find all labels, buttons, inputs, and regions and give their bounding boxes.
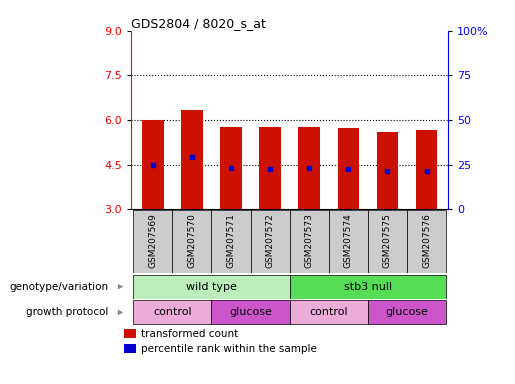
Text: GSM207576: GSM207576 — [422, 213, 431, 268]
Text: glucose: glucose — [229, 307, 272, 318]
Bar — [338, 128, 359, 209]
Text: GSM207572: GSM207572 — [266, 213, 274, 268]
Bar — [299, 127, 320, 209]
Bar — [220, 127, 242, 209]
Bar — [133, 210, 173, 273]
Bar — [368, 300, 446, 324]
Text: glucose: glucose — [386, 307, 428, 318]
Bar — [133, 300, 212, 324]
Bar — [416, 131, 437, 209]
Text: GSM207574: GSM207574 — [344, 213, 353, 268]
Text: percentile rank within the sample: percentile rank within the sample — [141, 344, 317, 354]
Bar — [289, 210, 329, 273]
Text: GDS2804 / 8020_s_at: GDS2804 / 8020_s_at — [131, 17, 266, 30]
Text: stb3 null: stb3 null — [344, 281, 392, 292]
Bar — [407, 210, 446, 273]
Bar — [212, 210, 251, 273]
Text: control: control — [310, 307, 348, 318]
Text: GSM207570: GSM207570 — [187, 213, 196, 268]
Bar — [125, 344, 136, 353]
Text: GSM207573: GSM207573 — [305, 213, 314, 268]
Bar — [212, 300, 289, 324]
Bar — [368, 210, 407, 273]
Bar — [125, 329, 136, 338]
Bar — [260, 127, 281, 209]
Text: GSM207569: GSM207569 — [148, 213, 157, 268]
Text: control: control — [153, 307, 192, 318]
Text: genotype/variation: genotype/variation — [9, 281, 108, 292]
Text: GSM207571: GSM207571 — [227, 213, 235, 268]
Bar — [181, 109, 203, 209]
Bar — [376, 132, 398, 209]
Bar — [142, 120, 164, 209]
Bar — [173, 210, 212, 273]
Text: wild type: wild type — [186, 281, 237, 292]
Text: growth protocol: growth protocol — [26, 307, 108, 318]
Bar — [133, 275, 289, 299]
Bar — [251, 210, 289, 273]
Text: GSM207575: GSM207575 — [383, 213, 392, 268]
Bar — [289, 300, 368, 324]
Bar — [289, 275, 446, 299]
Text: transformed count: transformed count — [141, 329, 238, 339]
Bar — [329, 210, 368, 273]
